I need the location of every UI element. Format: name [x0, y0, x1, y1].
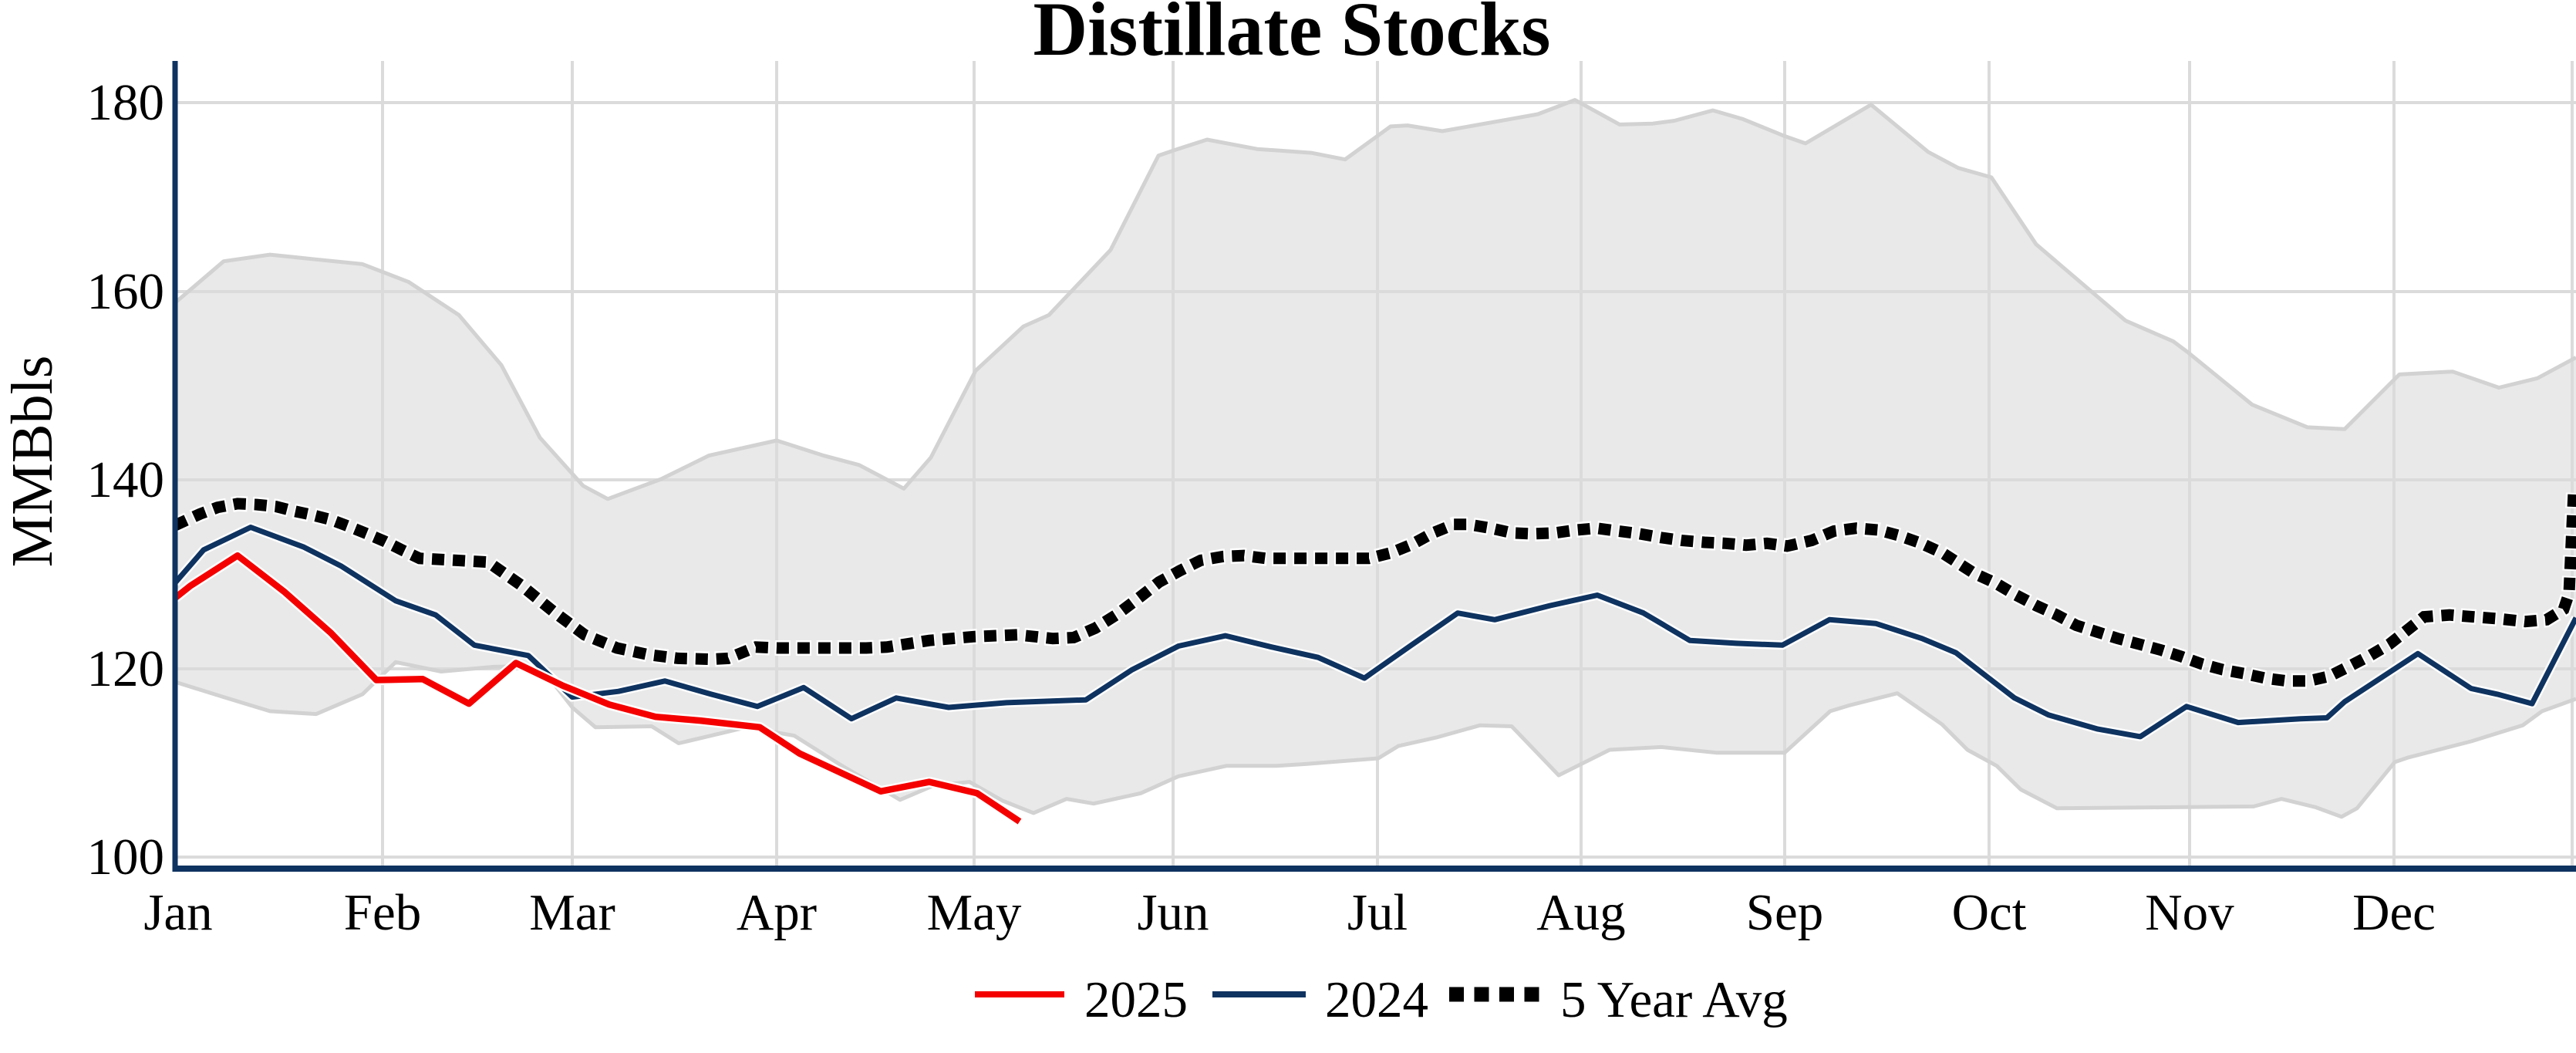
svg-text:180: 180	[87, 74, 165, 131]
svg-text:Apr: Apr	[737, 884, 817, 941]
svg-text:Dec: Dec	[2352, 884, 2436, 941]
svg-text:Jul: Jul	[1347, 884, 1408, 941]
svg-text:Feb: Feb	[344, 884, 422, 941]
svg-text:Jun: Jun	[1137, 884, 1209, 941]
svg-text:Oct: Oct	[1952, 884, 2027, 941]
svg-text:140: 140	[87, 451, 165, 508]
svg-text:160: 160	[87, 263, 165, 320]
svg-text:Nov: Nov	[2145, 884, 2234, 941]
svg-text:Aug: Aug	[1536, 884, 1625, 941]
svg-text:120: 120	[87, 640, 165, 697]
svg-text:Jan: Jan	[143, 884, 212, 941]
svg-text:100: 100	[87, 829, 165, 886]
svg-text:Distillate Stocks: Distillate Stocks	[1033, 0, 1551, 72]
svg-text:2025: 2025	[1084, 971, 1188, 1028]
svg-text:5 Year Avg: 5 Year Avg	[1560, 971, 1788, 1028]
svg-text:Sep: Sep	[1746, 884, 1824, 941]
svg-text:May: May	[927, 884, 1022, 941]
svg-text:Mar: Mar	[529, 884, 615, 941]
svg-text:MMBbls: MMBbls	[0, 356, 65, 568]
svg-text:2024: 2024	[1325, 971, 1428, 1028]
